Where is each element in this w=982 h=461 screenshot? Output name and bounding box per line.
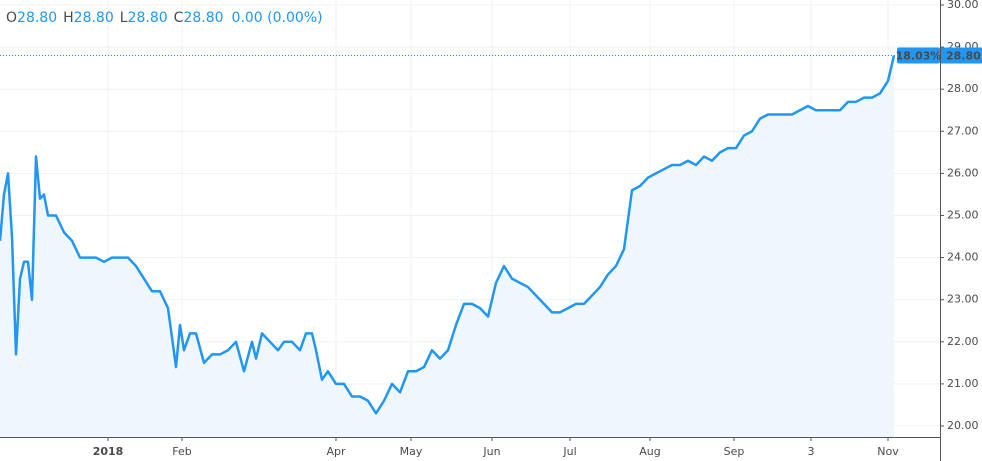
ohlc-key: L bbox=[120, 10, 128, 26]
x-tick-label: Apr bbox=[326, 445, 346, 458]
ohlc-key: C bbox=[174, 10, 184, 26]
change-badge bbox=[897, 47, 940, 64]
y-tick-label: 21.00 bbox=[947, 377, 979, 390]
x-tick-label: May bbox=[400, 445, 423, 458]
x-tick-label: Sep bbox=[724, 445, 745, 458]
y-tick-label: 25.00 bbox=[947, 209, 979, 222]
price-badge bbox=[941, 47, 982, 64]
ohlc-value: 28.80 bbox=[17, 10, 57, 26]
x-tick-label: Jun bbox=[482, 445, 500, 458]
y-tick-label: 24.00 bbox=[947, 251, 979, 264]
ohlc-header: O28.80 H28.80 L28.80 C28.80 0.00 (0.00%) bbox=[6, 10, 323, 26]
last-price: 28.80 bbox=[946, 50, 981, 63]
x-tick-label: Aug bbox=[639, 445, 660, 458]
x-tick-label: Nov bbox=[877, 445, 899, 458]
ohlc-value: 28.80 bbox=[183, 10, 223, 26]
y-tick-label: 28.00 bbox=[947, 82, 979, 95]
x-tick-label: 2018 bbox=[93, 445, 124, 458]
y-tick-label: 20.00 bbox=[947, 419, 979, 432]
ohlc-value: 28.80 bbox=[128, 10, 168, 26]
y-tick-label: 26.00 bbox=[947, 166, 979, 179]
y-tick-label: 23.00 bbox=[947, 293, 979, 306]
y-tick-label: 30.00 bbox=[947, 0, 979, 11]
x-tick-label: 3 bbox=[808, 445, 815, 458]
x-tick-label: Feb bbox=[172, 445, 191, 458]
y-tick-label: 22.00 bbox=[947, 335, 979, 348]
y-tick-label: 27.00 bbox=[947, 124, 979, 137]
change-pct: 18.03% bbox=[896, 50, 942, 63]
ohlc-value: 28.80 bbox=[74, 10, 114, 26]
x-tick-label: Jul bbox=[562, 445, 576, 458]
ohlc-key: O bbox=[6, 10, 17, 26]
ohlc-change: 0.00 (0.00%) bbox=[232, 10, 323, 26]
price-line bbox=[0, 55, 896, 415]
ohlc-key: H bbox=[63, 10, 74, 26]
area bbox=[0, 55, 894, 438]
